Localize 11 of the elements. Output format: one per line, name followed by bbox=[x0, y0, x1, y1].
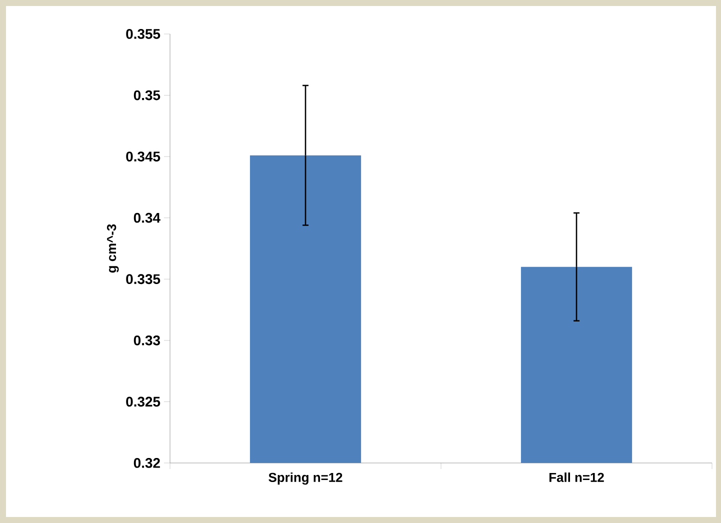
x-tick-label: Spring n=12 bbox=[268, 472, 342, 485]
y-tick-label: 0.345 bbox=[126, 152, 160, 162]
y-tick-label: 0.335 bbox=[126, 274, 160, 284]
x-tick-label: Fall n=12 bbox=[549, 472, 604, 482]
y-tick-label: 0.34 bbox=[134, 212, 160, 223]
y-axis-title: g cm^-3 bbox=[106, 224, 119, 273]
y-tick-label: 0.355 bbox=[126, 29, 160, 39]
y-tick-label: 0.33 bbox=[134, 335, 160, 346]
y-tick-label: 0.35 bbox=[134, 90, 160, 100]
y-tick-label: 0.325 bbox=[126, 396, 160, 407]
y-tick-label: 0.32 bbox=[134, 458, 160, 468]
